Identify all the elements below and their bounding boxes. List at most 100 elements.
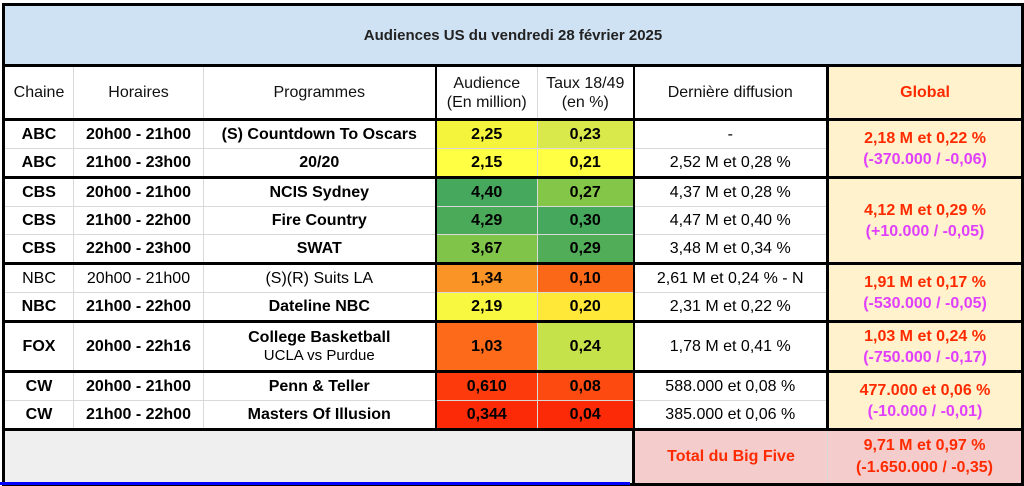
table-row: FOX 20h00 - 22h16 College Basketball UCLA v… xyxy=(2,320,1024,372)
cell-derniere: 4,37 M et 0,28 % xyxy=(633,176,828,207)
cell-chaine: CW xyxy=(2,400,74,430)
cell-derniere: 4,47 M et 0,40 % xyxy=(633,206,828,235)
cell-chaine: CW xyxy=(2,370,74,401)
global-delta: (-10.000 / -0,01) xyxy=(867,402,983,420)
cell-chaine: CBS xyxy=(2,176,74,207)
cell-programme: Masters Of Illusion xyxy=(203,400,436,430)
cell-audience: 1,34 xyxy=(434,262,538,293)
programme-title: NCIS Sydney xyxy=(269,183,370,201)
programme-title: Penn & Teller xyxy=(268,377,370,395)
cell-chaine: ABC xyxy=(2,148,74,178)
programme-title: (S)(R) Suits LA xyxy=(265,269,374,287)
programme-title: 20/20 xyxy=(299,153,340,171)
total-label: Total du Big Five xyxy=(632,428,828,486)
cell-programme: 20/20 xyxy=(203,148,436,178)
cell-taux: 0,29 xyxy=(537,234,635,264)
cell-taux: 0,23 xyxy=(537,118,635,149)
cell-chaine: NBC xyxy=(2,292,74,322)
cell-chaine: NBC xyxy=(2,262,74,293)
table-title: Audiences US du vendredi 28 février 2025 xyxy=(1,3,1024,67)
cell-chaine: FOX xyxy=(2,320,74,372)
header-programmes: Programmes xyxy=(203,65,436,120)
global-audience: 477.000 et 0,06 % xyxy=(859,381,991,399)
cell-horaires: 22h00 - 23h00 xyxy=(73,234,204,264)
global-delta: (-370.000 / -0,06) xyxy=(863,150,987,168)
cell-programme: Dateline NBC xyxy=(203,292,436,322)
cell-audience: 2,25 xyxy=(434,118,538,149)
cell-taux: 0,20 xyxy=(537,292,635,322)
cell-programme: NCIS Sydney xyxy=(203,176,436,207)
cell-audience: 1,03 xyxy=(434,320,538,372)
cell-global: 4,12 M et 0,29 % (+10.000 / -0,05) xyxy=(825,176,1024,264)
audience-table: Audiences US du vendredi 28 février 2025… xyxy=(1,3,1024,486)
programme-title: College Basketball xyxy=(248,328,391,346)
cell-global: 1,03 M et 0,24 % (-750.000 / -0,17) xyxy=(825,320,1024,372)
table-row: CBS 21h00 - 22h00 Fire Country 4,29 0,30 4,47… xyxy=(2,206,1023,235)
cell-derniere: 2,61 M et 0,24 % - N xyxy=(633,262,828,293)
total-line1: 9,71 M et 0,97 % xyxy=(863,437,986,454)
global-delta: (-530.000 / -0,05) xyxy=(863,294,987,312)
cell-derniere: 588.000 et 0,08 % xyxy=(633,370,828,401)
cell-programme: (S)(R) Suits LA xyxy=(203,262,436,293)
cell-derniere: 2,52 M et 0,28 % xyxy=(633,148,828,178)
table-row: NBC 20h00 - 21h00 (S)(R) Suits LA 1,34 0,10 2… xyxy=(2,262,1024,322)
cell-programme: Fire Country xyxy=(203,206,436,235)
cell-programme: Penn & Teller xyxy=(203,370,436,401)
cell-global: 477.000 et 0,06 % (-10.000 / -0,01) xyxy=(825,370,1024,430)
programme-title: SWAT xyxy=(296,239,342,257)
cell-audience: 2,15 xyxy=(434,148,538,178)
cell-programme: College Basketball UCLA vs Purdue xyxy=(203,320,436,372)
cell-taux: 0,30 xyxy=(537,206,635,235)
programme-title: Dateline NBC xyxy=(268,297,370,315)
cell-horaires: 20h00 - 21h00 xyxy=(73,176,204,207)
header-row: Chaine Horaires Programmes Audience (En m… xyxy=(2,65,1024,120)
cell-taux: 0,10 xyxy=(537,262,635,293)
table-row: CBS 22h00 - 23h00 SWAT 3,67 0,29 3,48 M et 0,… xyxy=(2,234,1023,264)
header-audience-line1: Audience xyxy=(453,74,521,92)
cell-audience: 4,29 xyxy=(434,206,538,235)
cell-horaires: 21h00 - 22h00 xyxy=(73,292,204,322)
cell-derniere: 3,48 M et 0,34 % xyxy=(633,234,828,264)
cell-derniere: 385.000 et 0,06 % xyxy=(633,400,828,430)
footer-row: Total du Big Five 9,71 M et 0,97 % (-1.65… xyxy=(2,428,1024,486)
header-taux-line1: Taux 18/49 xyxy=(546,74,625,92)
cell-audience: 2,19 xyxy=(434,292,538,322)
cell-horaires: 21h00 - 22h00 xyxy=(73,206,204,235)
header-taux-line2: (en %) xyxy=(561,93,609,111)
cell-horaires: 20h00 - 21h00 xyxy=(73,370,204,401)
cell-global: 2,18 M et 0,22 % (-370.000 / -0,06) xyxy=(825,118,1024,178)
cell-horaires: 20h00 - 22h16 xyxy=(73,320,204,372)
total-value: 9,71 M et 0,97 % (-1.650.000 / -0,35) xyxy=(826,428,1024,486)
global-delta: (-750.000 / -0,17) xyxy=(863,348,987,366)
cell-derniere: 1,78 M et 0,41 % xyxy=(633,320,828,372)
cell-derniere: - xyxy=(633,118,828,149)
global-audience: 1,03 M et 0,24 % xyxy=(864,327,986,345)
cell-chaine: CBS xyxy=(2,234,74,264)
table-row: ABC 20h00 - 21h00 (S) Countdown To Oscars 2… xyxy=(2,118,1024,178)
cell-horaires: 21h00 - 22h00 xyxy=(73,400,204,430)
selection-line xyxy=(0,482,630,485)
header-chaine: Chaine xyxy=(2,65,74,120)
cell-taux: 0,04 xyxy=(537,400,635,430)
cell-horaires: 21h00 - 23h00 xyxy=(73,148,204,178)
cell-derniere: 2,31 M et 0,22 % xyxy=(633,292,828,322)
table-row: NBC 21h00 - 22h00 Dateline NBC 2,19 0,20 2,31… xyxy=(2,292,1023,322)
header-global: Global xyxy=(825,65,1024,120)
table-row: ABC 21h00 - 23h00 20/20 2,15 0,21 2,52 M et 0… xyxy=(2,148,1023,178)
cell-taux: 0,08 xyxy=(537,370,635,401)
header-audience-line2: (En million) xyxy=(446,93,527,111)
cell-audience: 4,40 xyxy=(434,176,538,207)
cell-chaine: CBS xyxy=(2,206,74,235)
global-audience: 2,18 M et 0,22 % xyxy=(864,129,986,147)
cell-programme: SWAT xyxy=(203,234,436,264)
cell-chaine: ABC xyxy=(2,118,74,149)
header-audience: Audience (En million) xyxy=(434,65,538,120)
cell-audience: 0,344 xyxy=(434,400,538,430)
cell-audience: 3,67 xyxy=(434,234,538,264)
cell-audience: 0,610 xyxy=(434,370,538,401)
cell-horaires: 20h00 - 21h00 xyxy=(73,262,204,293)
global-audience: 4,12 M et 0,29 % xyxy=(864,201,986,219)
cell-horaires: 20h00 - 21h00 xyxy=(73,118,204,149)
header-derniere: Dernière diffusion xyxy=(633,65,828,120)
cell-taux: 0,21 xyxy=(537,148,635,178)
